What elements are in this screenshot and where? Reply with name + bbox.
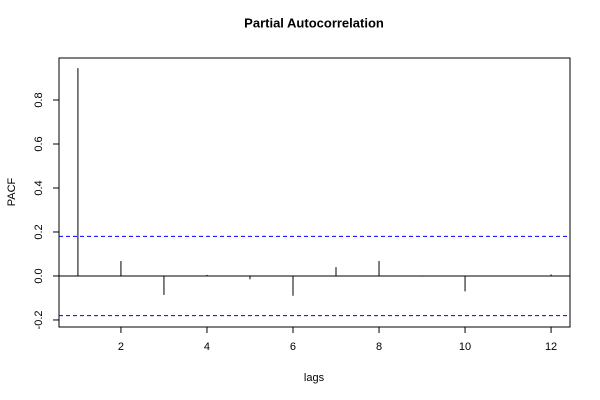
x-tick-label: 2 [118,341,124,353]
y-tick-label: -0.2 [33,310,45,329]
y-tick-label: 0.8 [33,92,45,107]
x-tick-label: 6 [290,341,296,353]
x-tick-label: 4 [204,341,210,353]
y-tick-label: 0.0 [33,268,45,283]
x-axis-label: lags [304,372,325,384]
y-tick-label: 0.2 [33,224,45,239]
y-tick-label: 0.4 [33,180,45,195]
y-tick-label: 0.6 [33,136,45,151]
plot-frame [58,57,571,328]
y-axis-label: PACF [6,177,18,206]
chart-title: Partial Autocorrelation [244,15,384,30]
x-tick-label: 8 [376,341,382,353]
x-tick-label: 10 [459,341,471,353]
x-tick-label: 12 [545,341,557,353]
